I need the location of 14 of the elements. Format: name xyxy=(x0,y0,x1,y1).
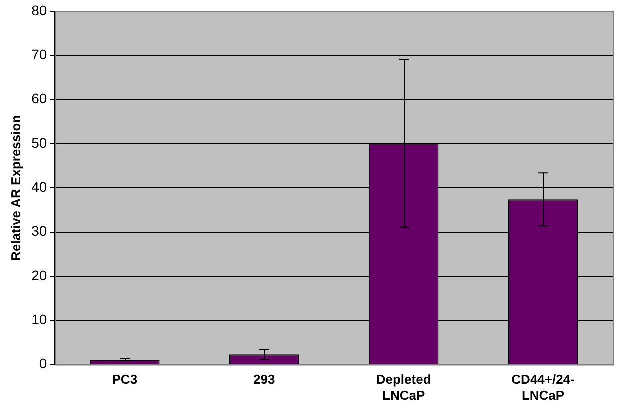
y-axis-title: Relative AR Expression xyxy=(8,115,24,261)
y-tick-label: 80 xyxy=(32,2,48,18)
y-tick-label: 20 xyxy=(32,267,48,284)
y-tick-label: 30 xyxy=(32,223,48,240)
y-tick-label: 10 xyxy=(32,311,48,328)
x-tick-label: CD44+/24- LNCaP xyxy=(512,372,575,403)
y-tick-label: 70 xyxy=(32,46,48,62)
x-tick-label: 293 xyxy=(254,372,276,388)
y-tick-label: 50 xyxy=(32,134,48,151)
x-tick-label: Depleted LNCaP xyxy=(376,372,432,403)
y-tick-label: 60 xyxy=(32,90,48,107)
x-tick-label: PC3 xyxy=(112,372,138,388)
y-tick-label: 40 xyxy=(32,178,48,195)
y-tick-label: 0 xyxy=(39,356,48,372)
